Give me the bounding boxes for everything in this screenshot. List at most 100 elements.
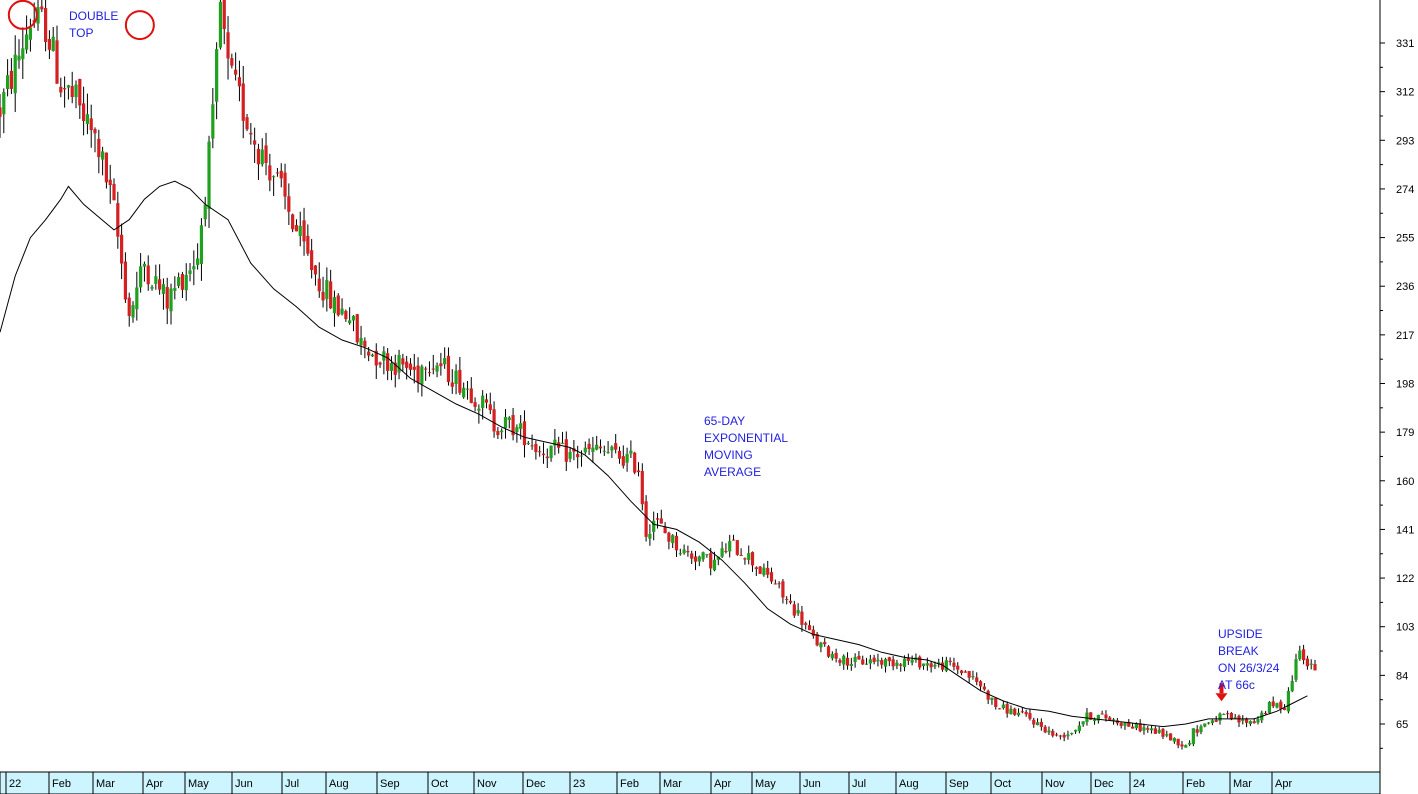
candle <box>731 534 736 541</box>
candle-body <box>921 663 926 667</box>
candle <box>196 243 200 270</box>
markers-layer <box>7 0 1228 702</box>
candle <box>538 446 542 457</box>
candle-body <box>82 103 86 121</box>
candle-body <box>416 365 420 383</box>
candle-body <box>636 470 641 473</box>
candle <box>184 263 188 301</box>
candle <box>104 152 109 189</box>
candle <box>997 708 1002 710</box>
candle <box>1013 707 1017 716</box>
candle <box>1153 726 1157 734</box>
candle-body <box>963 671 967 673</box>
candle <box>310 238 314 279</box>
candle <box>956 662 960 675</box>
candle <box>1047 726 1051 735</box>
candle-body <box>933 664 937 667</box>
candle-body <box>750 552 755 566</box>
candle-body <box>838 659 842 663</box>
candle-body <box>424 368 428 370</box>
candles-layer <box>0 0 1317 750</box>
candle-body <box>359 337 363 346</box>
candle-body <box>294 225 299 232</box>
candle <box>13 35 17 113</box>
candle <box>591 436 595 463</box>
candle-body <box>55 40 59 84</box>
candle-body <box>743 558 747 560</box>
x-tick-label: Sep <box>949 778 969 790</box>
y-tick-label: 103 <box>1396 622 1414 634</box>
candle-body <box>1024 711 1028 715</box>
candle <box>720 541 724 558</box>
candle-body <box>268 165 272 181</box>
candle <box>44 0 48 52</box>
candle-body <box>693 556 698 562</box>
candle-body <box>450 382 454 387</box>
candle-body <box>1062 734 1066 738</box>
candle-body <box>203 204 207 220</box>
candle <box>161 278 166 310</box>
candle-body <box>728 541 732 552</box>
candle-body <box>568 451 572 459</box>
x-tick-label: Mar <box>96 778 115 790</box>
candle-body <box>462 387 466 398</box>
candle <box>842 654 846 670</box>
candle-body <box>982 686 986 690</box>
candle-body <box>1153 728 1157 734</box>
candle-body <box>845 657 850 666</box>
candle-body <box>59 86 63 93</box>
candle <box>1085 708 1089 726</box>
y-tick-label: 65 <box>1396 719 1408 731</box>
candle <box>1225 710 1230 719</box>
candle-body <box>1244 718 1249 723</box>
candle-body <box>401 358 405 365</box>
candle <box>1210 719 1214 726</box>
ema-65-line <box>0 180 1308 728</box>
candle-body <box>256 148 261 165</box>
candle <box>36 0 40 31</box>
candle-body <box>826 646 831 657</box>
candle-body <box>1009 708 1013 715</box>
candle <box>450 369 454 394</box>
candle-body <box>739 555 743 557</box>
candle-body <box>1263 712 1268 714</box>
x-tick-label: Dec <box>526 778 546 790</box>
candle <box>1301 644 1306 665</box>
candle-body <box>602 450 606 452</box>
candle <box>560 431 565 445</box>
candle <box>667 531 671 550</box>
candle-body <box>66 85 71 88</box>
candle <box>21 27 25 79</box>
candle-body <box>1089 712 1093 720</box>
candle <box>1001 701 1005 710</box>
candle-body <box>120 234 124 264</box>
candle <box>469 377 473 404</box>
x-tick-label: 24 <box>1133 778 1145 790</box>
candle-body <box>1149 728 1154 731</box>
candle <box>682 544 686 555</box>
candle-body <box>47 38 52 50</box>
candle-body <box>682 549 686 554</box>
candle <box>287 183 291 225</box>
candle-body <box>515 427 519 432</box>
candle <box>241 66 245 139</box>
candle <box>378 361 382 368</box>
candle-body <box>629 450 633 454</box>
candle-body <box>1267 701 1271 713</box>
candle <box>1191 728 1195 747</box>
candle <box>777 581 781 589</box>
candle-body <box>302 220 306 242</box>
candle <box>374 343 378 380</box>
candle-body <box>112 183 116 201</box>
candle-body <box>701 552 705 560</box>
candle-body <box>21 48 25 60</box>
candle-body <box>218 1 223 48</box>
candle-body <box>1032 719 1036 725</box>
candle-body <box>207 141 211 210</box>
candle <box>530 434 534 450</box>
candle-body <box>127 297 131 316</box>
candle-body <box>97 138 101 158</box>
candle-body <box>89 118 93 131</box>
